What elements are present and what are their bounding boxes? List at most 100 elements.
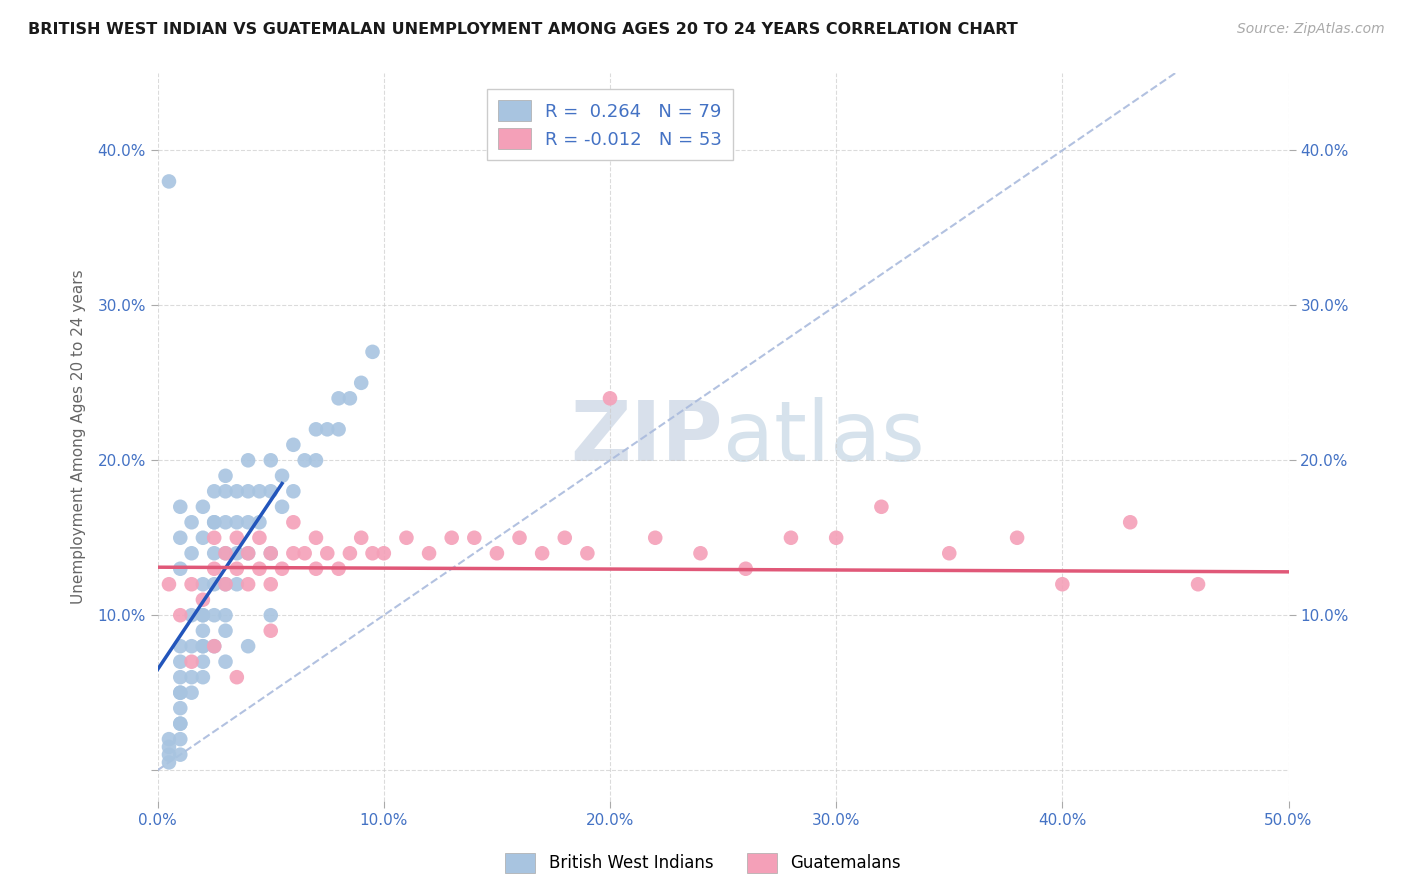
Point	[214, 655, 236, 669]
Point	[191, 592, 214, 607]
Point	[169, 608, 191, 623]
Point	[361, 344, 384, 359]
Point	[191, 608, 214, 623]
Text: Source: ZipAtlas.com: Source: ZipAtlas.com	[1237, 22, 1385, 37]
Point	[644, 531, 666, 545]
Point	[191, 608, 214, 623]
Point	[780, 531, 803, 545]
Point	[157, 577, 180, 591]
Point	[169, 670, 191, 684]
Point	[1187, 577, 1209, 591]
Point	[576, 546, 599, 560]
Point	[225, 484, 247, 499]
Point	[157, 756, 180, 770]
Point	[191, 639, 214, 653]
Text: atlas: atlas	[723, 397, 925, 477]
Point	[180, 655, 202, 669]
Point	[169, 531, 191, 545]
Point	[260, 484, 283, 499]
Point	[1052, 577, 1074, 591]
Point	[214, 577, 236, 591]
Point	[328, 392, 350, 406]
Point	[599, 392, 621, 406]
Point	[202, 639, 225, 653]
Point	[169, 716, 191, 731]
Text: ZIP: ZIP	[571, 397, 723, 477]
Point	[463, 531, 485, 545]
Point	[214, 608, 236, 623]
Point	[271, 468, 294, 483]
Point	[225, 562, 247, 576]
Point	[225, 546, 247, 560]
Point	[531, 546, 554, 560]
Point	[305, 422, 328, 436]
Point	[236, 546, 259, 560]
Point	[260, 577, 283, 591]
Point	[283, 546, 305, 560]
Point	[236, 546, 259, 560]
Point	[305, 562, 328, 576]
Point	[202, 546, 225, 560]
Point	[249, 516, 271, 530]
Point	[236, 577, 259, 591]
Point	[870, 500, 893, 514]
Point	[202, 484, 225, 499]
Point	[191, 500, 214, 514]
Point	[169, 639, 191, 653]
Point	[202, 562, 225, 576]
Point	[305, 531, 328, 545]
Point	[271, 500, 294, 514]
Point	[283, 516, 305, 530]
Point	[180, 546, 202, 560]
Text: BRITISH WEST INDIAN VS GUATEMALAN UNEMPLOYMENT AMONG AGES 20 TO 24 YEARS CORRELA: BRITISH WEST INDIAN VS GUATEMALAN UNEMPL…	[28, 22, 1018, 37]
Point	[225, 670, 247, 684]
Point	[214, 546, 236, 560]
Point	[169, 655, 191, 669]
Point	[202, 608, 225, 623]
Point	[418, 546, 440, 560]
Point	[260, 453, 283, 467]
Point	[938, 546, 960, 560]
Point	[825, 531, 848, 545]
Point	[373, 546, 395, 560]
Point	[236, 639, 259, 653]
Point	[202, 516, 225, 530]
Point	[214, 468, 236, 483]
Point	[249, 531, 271, 545]
Point	[339, 392, 361, 406]
Point	[214, 484, 236, 499]
Point	[191, 577, 214, 591]
Point	[157, 739, 180, 754]
Point	[294, 546, 316, 560]
Point	[283, 484, 305, 499]
Point	[249, 484, 271, 499]
Point	[202, 531, 225, 545]
Point	[225, 577, 247, 591]
Point	[169, 686, 191, 700]
Point	[225, 531, 247, 545]
Point	[316, 422, 339, 436]
Point	[350, 531, 373, 545]
Point	[395, 531, 418, 545]
Point	[328, 562, 350, 576]
Point	[339, 546, 361, 560]
Point	[191, 639, 214, 653]
Point	[169, 701, 191, 715]
Point	[214, 516, 236, 530]
Point	[350, 376, 373, 390]
Point	[485, 546, 508, 560]
Point	[225, 516, 247, 530]
Point	[236, 484, 259, 499]
Point	[260, 546, 283, 560]
Point	[328, 422, 350, 436]
Point	[260, 624, 283, 638]
Point	[236, 516, 259, 530]
Point	[169, 716, 191, 731]
Point	[509, 531, 531, 545]
Point	[191, 624, 214, 638]
Legend: British West Indians, Guatemalans: British West Indians, Guatemalans	[499, 847, 907, 880]
Point	[689, 546, 711, 560]
Point	[249, 562, 271, 576]
Point	[305, 453, 328, 467]
Point	[440, 531, 463, 545]
